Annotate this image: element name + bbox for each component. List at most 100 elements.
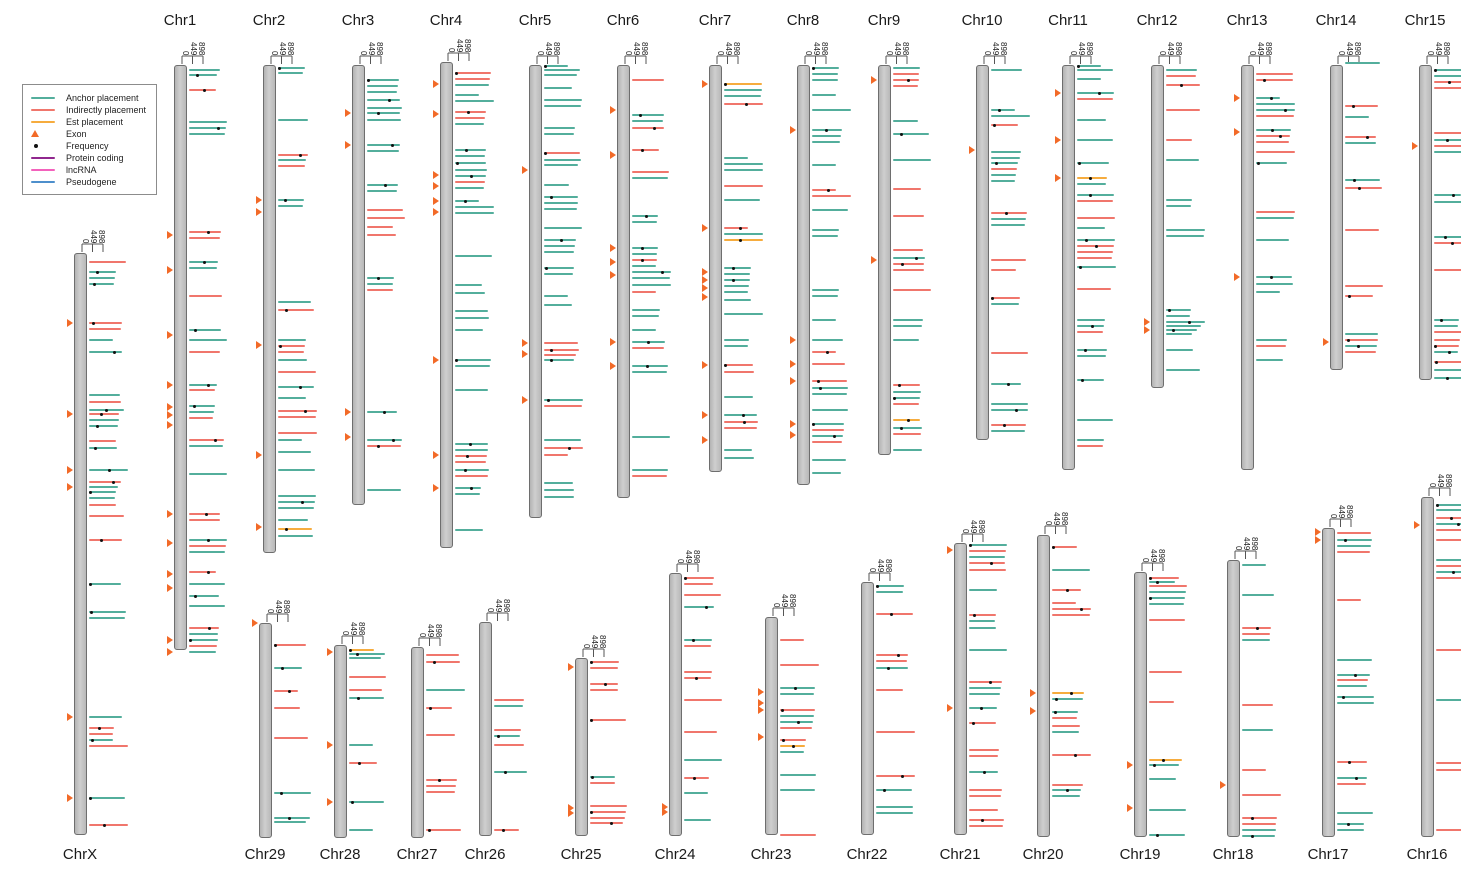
- placement-mark-anchor: [812, 423, 844, 425]
- placement-mark-anchor: [780, 687, 815, 689]
- placement-mark-anchor: [1149, 834, 1185, 836]
- placement-mark-anchor: [1434, 236, 1461, 238]
- frequency-dot: [901, 774, 904, 778]
- scale-ruler-Chr24: 0 449 898: [676, 530, 706, 572]
- placement-mark-anchor: [1077, 239, 1115, 241]
- placement-mark-indirect: [724, 427, 757, 429]
- frequency-dot: [646, 364, 649, 368]
- placement-mark-anchor: [494, 735, 520, 737]
- frequency-dot: [89, 490, 92, 494]
- placement-mark-anchor: [455, 206, 494, 208]
- placement-mark-anchor: [1242, 594, 1274, 596]
- placement-mark-anchor: [780, 693, 814, 695]
- frequency-dot: [108, 468, 111, 472]
- placement-mark-est: [349, 649, 374, 651]
- placement-mark-indirect: [780, 709, 815, 711]
- placement-mark-anchor: [544, 273, 573, 275]
- placement-mark-indirect: [494, 699, 524, 701]
- frequency-dot: [466, 454, 469, 458]
- placement-mark-indirect: [544, 405, 582, 407]
- placement-mark-anchor: [1166, 309, 1191, 311]
- frequency-dot: [972, 721, 975, 725]
- chromosome-bar-Chr3: [351, 65, 365, 505]
- placement-mark-indirect: [724, 421, 758, 423]
- placement-mark-anchor: [1242, 829, 1276, 831]
- placement-mark-anchor: [1256, 359, 1283, 361]
- scale-tick-label: 898: [1085, 41, 1094, 55]
- placement-mark-indirect: [812, 363, 845, 365]
- scale-tick-label: 449: [426, 623, 435, 637]
- placement-mark-anchor: [544, 295, 568, 297]
- placement-mark-indirect: [590, 822, 623, 824]
- scale-bracket-icon: [341, 635, 364, 644]
- frequency-dot: [898, 383, 901, 387]
- placement-mark-indirect: [544, 349, 579, 351]
- scale-ruler-Chr25: 0 449 898: [582, 615, 612, 657]
- scale-tick-label: 449: [1166, 41, 1175, 55]
- exon-icon: [610, 362, 616, 370]
- placement-mark-indirect: [349, 676, 386, 678]
- placement-mark-anchor: [1077, 139, 1113, 141]
- frequency-dot: [1172, 328, 1175, 332]
- scale-tick-label: 898: [1174, 41, 1183, 55]
- placement-mark-anchor: [1149, 764, 1179, 766]
- placement-mark-anchor: [1166, 229, 1205, 231]
- placement-mark-indirect: [367, 234, 396, 236]
- placement-mark-indirect: [1337, 783, 1366, 785]
- scale-bracket-icon: [676, 563, 699, 572]
- frequency-dot: [1066, 588, 1069, 592]
- chromosome-bar-Chr2: [262, 65, 276, 553]
- placement-mark-anchor: [367, 107, 402, 109]
- placement-mark-anchor: [780, 774, 816, 776]
- placement-mark-anchor: [893, 427, 922, 429]
- placement-mark-anchor: [278, 495, 316, 497]
- placement-mark-anchor: [1077, 119, 1106, 121]
- placement-mark-indirect: [1256, 345, 1286, 347]
- placement-mark-indirect: [1166, 75, 1196, 77]
- exon-icon: [1315, 528, 1321, 536]
- scale-ruler-Chr4: 0 449 898: [447, 19, 477, 61]
- exon-icon: [568, 663, 574, 671]
- scale-tick-label: 898: [1345, 504, 1354, 518]
- scale-tick-label: 0: [624, 50, 633, 55]
- frequency-dot: [1352, 104, 1355, 108]
- exon-icon: [1414, 521, 1420, 529]
- frequency-dot: [550, 348, 553, 352]
- placement-mark-anchor: [544, 196, 578, 198]
- frequency-dot: [280, 791, 283, 795]
- anchor-line-icon: [31, 96, 57, 99]
- frequency-dot: [207, 538, 210, 542]
- placement-mark-anchor: [544, 87, 572, 89]
- placement-mark-anchor: [1256, 217, 1294, 219]
- scale-bracket-icon: [961, 533, 984, 542]
- placement-mark-anchor: [89, 716, 122, 718]
- scale-tick-label: 898: [434, 623, 443, 637]
- scale-ruler-Chr11: 0 449 898: [1069, 22, 1099, 64]
- placement-mark-indirect: [632, 149, 659, 151]
- frequency-dot: [993, 123, 996, 127]
- placement-mark-anchor: [1337, 812, 1373, 814]
- scale-tick-label: 0: [868, 567, 877, 572]
- placement-mark-anchor: [89, 283, 114, 285]
- placement-mark-indirect: [893, 85, 918, 87]
- scale-tick-label: 0: [1337, 50, 1346, 55]
- placement-mark-anchor: [89, 611, 126, 613]
- legend-item-est: Est placement: [31, 116, 146, 127]
- placement-mark-anchor: [278, 501, 315, 503]
- placement-mark-indirect: [1077, 251, 1113, 253]
- legend-swatch-shape: [31, 156, 55, 159]
- placement-mark-anchor: [1077, 439, 1104, 441]
- placement-mark-indirect: [455, 475, 488, 477]
- placement-mark-anchor: [1166, 235, 1204, 237]
- frequency-dot: [1452, 570, 1455, 574]
- scale-bracket-icon: [983, 55, 1006, 64]
- placement-mark-indirect: [893, 384, 920, 386]
- placement-mark-anchor: [991, 109, 1015, 111]
- scale-bracket-icon: [447, 52, 470, 61]
- placement-mark-anchor: [544, 304, 572, 306]
- frequency-dot: [470, 486, 473, 490]
- placement-mark-anchor: [780, 789, 815, 791]
- placement-mark-anchor: [455, 155, 485, 157]
- placement-mark-anchor: [89, 339, 113, 341]
- placement-mark-indirect: [1436, 565, 1461, 567]
